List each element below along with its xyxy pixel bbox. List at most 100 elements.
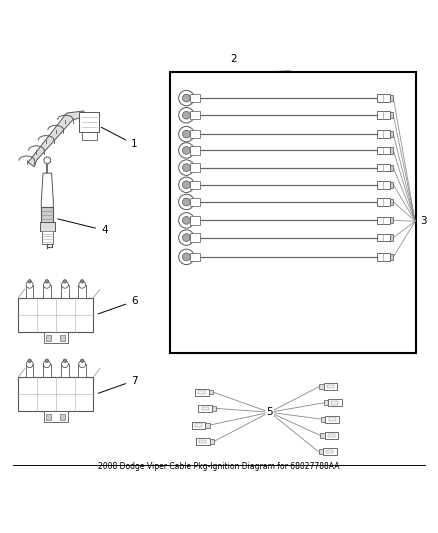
Bar [190,216,200,224]
Bar [377,216,390,224]
Circle shape [183,198,190,206]
Bar [390,95,393,101]
Bar [78,285,86,297]
Circle shape [179,160,194,175]
Bar [390,182,393,188]
Bar [60,335,65,341]
Bar [390,235,393,241]
Circle shape [183,111,190,119]
Bar [61,285,69,297]
Bar [190,233,200,242]
Bar [198,390,205,394]
Bar [195,389,208,395]
Text: 6: 6 [98,296,138,314]
Bar [190,163,200,172]
Bar [212,406,216,411]
Bar [377,164,390,172]
Text: 1: 1 [101,127,138,149]
Bar [390,217,393,223]
Bar [170,72,417,353]
Bar [43,364,51,377]
Bar [190,146,200,155]
Bar [41,207,53,223]
Circle shape [183,94,190,102]
Bar [328,399,342,406]
Circle shape [179,126,194,142]
Circle shape [43,281,50,288]
Bar [44,332,68,343]
Circle shape [183,233,190,241]
Bar [377,111,390,119]
Circle shape [28,280,31,283]
Circle shape [63,359,67,362]
Circle shape [179,90,194,106]
Bar [323,448,337,455]
Circle shape [179,230,194,245]
Bar [318,449,323,454]
Bar [190,198,200,206]
Bar [377,147,390,154]
Circle shape [179,213,194,228]
Circle shape [63,280,67,283]
Bar [390,165,393,171]
Bar [321,417,325,422]
Circle shape [43,361,50,368]
Bar [328,434,335,437]
Bar [39,222,55,231]
Bar [377,198,390,206]
Text: 4: 4 [58,219,108,235]
Bar [324,400,328,405]
Circle shape [26,281,33,288]
Bar [61,364,69,377]
Circle shape [183,164,190,172]
Bar [377,233,390,241]
Polygon shape [28,111,84,167]
Circle shape [183,216,190,224]
Bar [26,285,33,297]
Text: 5: 5 [266,407,273,417]
Bar [390,112,393,118]
Bar [390,199,393,205]
Polygon shape [41,173,53,207]
Bar [42,231,53,244]
Text: 7: 7 [98,376,138,393]
Circle shape [81,280,84,283]
Bar [190,181,200,189]
Bar [199,440,206,443]
Bar [79,112,99,132]
Circle shape [45,359,49,362]
Bar [390,131,393,137]
Bar [332,401,338,405]
Circle shape [179,108,194,123]
Bar [78,364,86,377]
Bar [196,438,209,445]
Circle shape [61,361,68,368]
Circle shape [61,281,68,288]
Bar [325,416,339,423]
Circle shape [183,253,190,261]
Bar [43,285,51,297]
Bar [18,297,93,332]
Bar [191,422,205,429]
Circle shape [79,281,85,288]
Bar [377,253,390,261]
Circle shape [45,280,49,283]
Bar [190,253,200,261]
Circle shape [183,130,190,138]
Bar [390,254,393,260]
Text: 2: 2 [231,54,237,64]
Bar [205,423,209,427]
Bar [46,414,51,420]
Bar [377,181,390,189]
Bar [325,432,338,439]
Circle shape [26,361,33,368]
Bar [60,414,65,420]
Bar [46,335,51,341]
Circle shape [179,143,194,158]
Circle shape [28,359,31,362]
Bar [324,383,337,390]
Bar [208,390,213,394]
Bar [190,111,200,119]
Circle shape [183,147,190,154]
Bar [18,377,93,411]
